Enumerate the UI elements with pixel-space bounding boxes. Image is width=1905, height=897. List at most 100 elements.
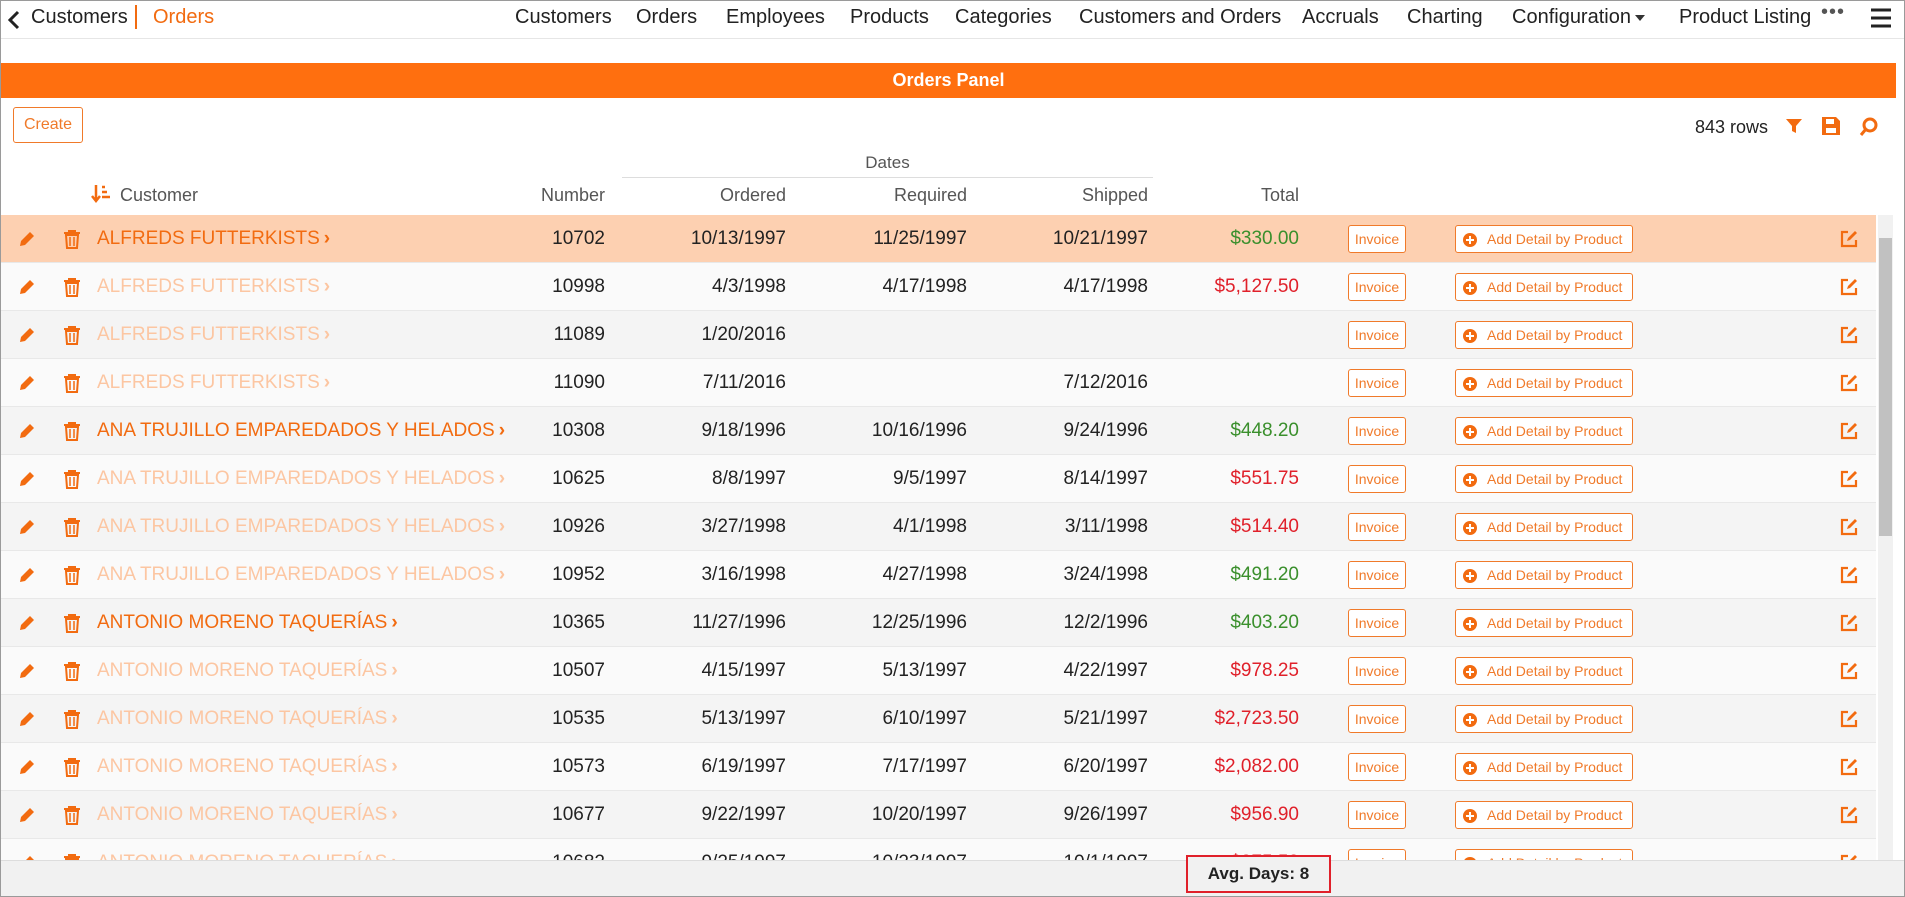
- delete-icon[interactable]: [63, 277, 81, 302]
- menu-item[interactable]: Customers and Orders: [1079, 6, 1282, 28]
- edit-icon[interactable]: [17, 805, 37, 830]
- invoice-button[interactable]: Invoice: [1348, 849, 1406, 860]
- customer-link[interactable]: ANTONIO MORENO TAQUERÍAS›: [97, 708, 398, 729]
- delete-icon[interactable]: [63, 709, 81, 734]
- breadcrumb-back[interactable]: Customers: [31, 6, 128, 28]
- edit-icon[interactable]: [17, 565, 37, 590]
- customer-link[interactable]: ANA TRUJILLO EMPAREDADOS Y HELADOS ›: [97, 420, 506, 441]
- open-icon[interactable]: [1839, 373, 1859, 398]
- invoice-button[interactable]: Invoice: [1348, 465, 1406, 493]
- menu-item[interactable]: Customers: [515, 6, 612, 28]
- open-icon[interactable]: [1839, 325, 1859, 350]
- add-detail-button[interactable]: Add Detail by Product: [1455, 801, 1633, 829]
- invoice-button[interactable]: Invoice: [1348, 321, 1406, 349]
- edit-icon[interactable]: [17, 469, 37, 494]
- edit-icon[interactable]: [17, 421, 37, 446]
- delete-icon[interactable]: [63, 805, 81, 830]
- edit-icon[interactable]: [17, 325, 37, 350]
- sort-icon[interactable]: [91, 184, 111, 204]
- invoice-button[interactable]: Invoice: [1348, 801, 1406, 829]
- invoice-button[interactable]: Invoice: [1348, 657, 1406, 685]
- edit-icon[interactable]: [17, 613, 37, 638]
- add-detail-button[interactable]: Add Detail by Product: [1455, 609, 1633, 637]
- scrollbar-thumb[interactable]: [1879, 238, 1892, 536]
- add-detail-button[interactable]: Add Detail by Product: [1455, 417, 1633, 445]
- customer-link[interactable]: ALFREDS FUTTERKISTS ›: [97, 372, 331, 393]
- open-icon[interactable]: [1839, 565, 1859, 590]
- open-icon[interactable]: [1839, 661, 1859, 686]
- invoice-button[interactable]: Invoice: [1348, 513, 1406, 541]
- delete-icon[interactable]: [63, 325, 81, 350]
- menu-item[interactable]: Product Listing: [1679, 6, 1812, 28]
- add-detail-button[interactable]: Add Detail by Product: [1455, 465, 1633, 493]
- customer-link[interactable]: ALFREDS FUTTERKISTS ›: [97, 228, 331, 249]
- invoice-button[interactable]: Invoice: [1348, 417, 1406, 445]
- column-header[interactable]: Customer: [120, 185, 199, 205]
- menu-item[interactable]: Charting: [1407, 6, 1483, 28]
- invoice-button[interactable]: Invoice: [1348, 273, 1406, 301]
- delete-icon[interactable]: [63, 757, 81, 782]
- open-icon[interactable]: [1839, 853, 1859, 860]
- edit-icon[interactable]: [17, 277, 37, 302]
- open-icon[interactable]: [1839, 469, 1859, 494]
- customer-link[interactable]: ANTONIO MORENO TAQUERÍAS›: [97, 756, 398, 777]
- menu-item[interactable]: Employees: [726, 6, 825, 28]
- edit-icon[interactable]: [17, 709, 37, 734]
- open-icon[interactable]: [1839, 517, 1859, 542]
- dropdown-caret[interactable]: [1635, 15, 1645, 26]
- customer-link[interactable]: ANA TRUJILLO EMPAREDADOS Y HELADOS ›: [97, 468, 506, 489]
- hamburger-icon[interactable]: [1869, 7, 1893, 29]
- open-icon[interactable]: [1839, 757, 1859, 782]
- edit-icon[interactable]: [17, 853, 37, 860]
- customer-link[interactable]: ANTONIO MORENO TAQUERÍAS›: [97, 804, 398, 825]
- invoice-button[interactable]: Invoice: [1348, 225, 1406, 253]
- edit-icon[interactable]: [17, 757, 37, 782]
- edit-icon[interactable]: [17, 229, 37, 254]
- delete-icon[interactable]: [63, 421, 81, 446]
- delete-icon[interactable]: [63, 469, 81, 494]
- create-button[interactable]: Create: [13, 107, 83, 143]
- menu-item[interactable]: Configuration: [1512, 6, 1631, 28]
- open-icon[interactable]: [1839, 421, 1859, 446]
- customer-link[interactable]: ANTONIO MORENO TAQUERÍAS›: [97, 612, 398, 633]
- add-detail-button[interactable]: Add Detail by Product: [1455, 513, 1633, 541]
- delete-icon[interactable]: [63, 229, 81, 254]
- invoice-button[interactable]: Invoice: [1348, 705, 1406, 733]
- add-detail-button[interactable]: Add Detail by Product: [1455, 273, 1633, 301]
- customer-link[interactable]: ALFREDS FUTTERKISTS ›: [97, 324, 331, 345]
- delete-icon[interactable]: [63, 613, 81, 638]
- overflow-icon[interactable]: •••: [1821, 1, 1846, 23]
- menu-item[interactable]: Orders: [636, 6, 698, 28]
- search-icon[interactable]: [1859, 117, 1879, 137]
- customer-link[interactable]: ANA TRUJILLO EMPAREDADOS Y HELADOS ›: [97, 564, 506, 585]
- edit-icon[interactable]: [17, 373, 37, 398]
- add-detail-button[interactable]: Add Detail by Product: [1455, 753, 1633, 781]
- save-icon[interactable]: [1821, 116, 1841, 136]
- open-icon[interactable]: [1839, 805, 1859, 830]
- delete-icon[interactable]: [63, 853, 81, 860]
- menu-item[interactable]: Categories: [955, 6, 1052, 28]
- open-icon[interactable]: [1839, 613, 1859, 638]
- add-detail-button[interactable]: Add Detail by Product: [1455, 225, 1633, 253]
- customer-link[interactable]: ANTONIO MORENO TAQUERÍAS›: [97, 852, 398, 860]
- delete-icon[interactable]: [63, 517, 81, 542]
- customer-link[interactable]: ALFREDS FUTTERKISTS ›: [97, 276, 331, 297]
- invoice-button[interactable]: Invoice: [1348, 369, 1406, 397]
- invoice-button[interactable]: Invoice: [1348, 753, 1406, 781]
- edit-icon[interactable]: [17, 661, 37, 686]
- delete-icon[interactable]: [63, 661, 81, 686]
- open-icon[interactable]: [1839, 709, 1859, 734]
- menu-item[interactable]: Accruals: [1302, 6, 1379, 28]
- add-detail-button[interactable]: Add Detail by Product: [1455, 657, 1633, 685]
- menu-item[interactable]: Products: [850, 6, 929, 28]
- open-icon[interactable]: [1839, 277, 1859, 302]
- invoice-button[interactable]: Invoice: [1348, 609, 1406, 637]
- add-detail-button[interactable]: Add Detail by Product: [1455, 561, 1633, 589]
- delete-icon[interactable]: [63, 373, 81, 398]
- open-icon[interactable]: [1839, 229, 1859, 254]
- customer-link[interactable]: ANA TRUJILLO EMPAREDADOS Y HELADOS ›: [97, 516, 506, 537]
- filter-icon[interactable]: [1785, 117, 1803, 135]
- delete-icon[interactable]: [63, 565, 81, 590]
- back-arrow[interactable]: [7, 10, 21, 30]
- add-detail-button[interactable]: Add Detail by Product: [1455, 369, 1633, 397]
